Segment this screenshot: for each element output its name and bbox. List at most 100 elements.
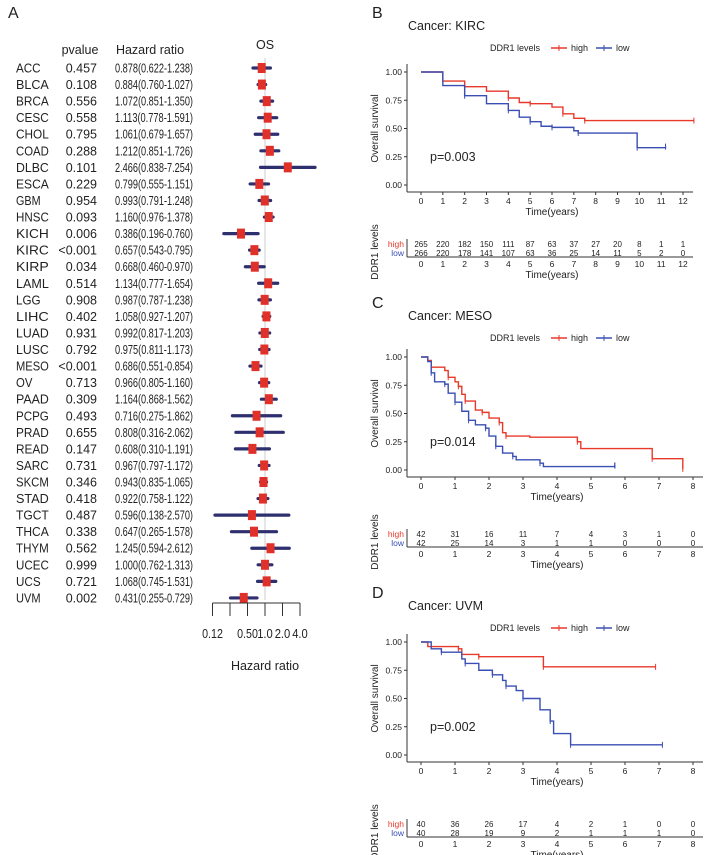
risk-count-high: 1 xyxy=(657,530,662,539)
pvalue-cell: 0.101 xyxy=(66,161,97,175)
forest-row: DLBC 0.101 2.466(0.838-7.254) xyxy=(16,161,317,175)
cancer-label: LUSC xyxy=(16,343,49,357)
hr-cell: 1.134(0.777-1.654) xyxy=(115,277,193,291)
forest-row: LUSC 0.792 0.975(0.811-1.173) xyxy=(16,343,271,357)
risk-count-high: 7 xyxy=(555,530,560,539)
hr-cell: 0.967(0.797-1.172) xyxy=(115,459,193,473)
risk-x-tick-label: 5 xyxy=(589,549,594,559)
forest-row: LIHC 0.402 1.058(0.927-1.207) xyxy=(16,310,272,324)
cancer-label: KICH xyxy=(16,227,49,241)
risk-x-tick-label: 7 xyxy=(657,549,662,559)
hr-point xyxy=(261,559,269,570)
risk-x-tick-label: 11 xyxy=(657,259,666,269)
risk-count-high: 0 xyxy=(691,530,696,539)
forest-row: STAD 0.418 0.922(0.758-1.122) xyxy=(16,492,270,506)
risk-x-tick-label: 6 xyxy=(550,259,555,269)
cancer-label: HNSC xyxy=(16,211,49,225)
hr-cell: 1.072(0.851-1.350) xyxy=(115,95,193,109)
hr-point xyxy=(283,162,292,173)
pvalue-cell: 0.147 xyxy=(66,442,97,456)
risk-count-low: 178 xyxy=(458,249,472,258)
p-value: p=0.003 xyxy=(430,150,476,164)
forest-row: ACC 0.457 0.878(0.622-1.238) xyxy=(16,62,272,76)
risk-count-high: 1 xyxy=(681,240,686,249)
hr-cell: 0.386(0.196-0.760) xyxy=(115,227,193,241)
cancer-label: ACC xyxy=(16,62,41,76)
pvalue-cell: 0.229 xyxy=(66,177,97,191)
x-tick-label: 12 xyxy=(678,196,688,206)
forest-row: PRAD 0.655 0.808(0.316-2.062) xyxy=(16,426,285,440)
risk-x-tick-label: 1 xyxy=(453,839,458,849)
hr-cell: 0.799(0.555-1.151) xyxy=(115,177,193,191)
cancer-label: LAML xyxy=(16,277,49,291)
y-tick-label: 0.25 xyxy=(385,152,402,162)
hr-point xyxy=(260,294,269,305)
risk-count-low: 1 xyxy=(589,829,594,838)
hr-cell: 0.975(0.811-1.173) xyxy=(115,343,193,357)
risk-x-tick-label: 8 xyxy=(691,839,696,849)
forest-row: THYM 0.562 1.245(0.594-2.612) xyxy=(16,542,291,556)
x-tick-label: 0 xyxy=(419,196,424,206)
hr-cell: 0.922(0.758-1.122) xyxy=(115,492,193,506)
cancer-label: BRCA xyxy=(16,95,49,109)
hr-point xyxy=(259,477,268,487)
risk-x-tick-label: 0 xyxy=(419,839,424,849)
y-tick-label: 0.00 xyxy=(385,750,402,760)
pvalue-cell: 0.999 xyxy=(66,558,97,572)
risk-x-tick-label: 5 xyxy=(589,839,594,849)
pvalue-cell: 0.792 xyxy=(66,343,97,357)
hr-cell: 0.987(0.787-1.238) xyxy=(115,293,193,307)
forest-row: KIRP 0.034 0.668(0.460-0.970) xyxy=(16,260,266,274)
forest-x-label: Hazard ratio xyxy=(231,659,299,673)
risk-x-tick-label: 6 xyxy=(623,549,628,559)
legend-label-low: low xyxy=(616,333,630,343)
risk-count-low: 25 xyxy=(451,539,460,548)
hr-point xyxy=(264,212,273,223)
y-tick-label: 1.00 xyxy=(385,67,402,77)
hr-point xyxy=(248,443,257,454)
pvalue-cell: 0.487 xyxy=(66,509,97,523)
risk-count-high: 182 xyxy=(458,240,472,249)
x-tick-label: 6 xyxy=(550,196,555,206)
x-tick-label: 3 xyxy=(484,196,489,206)
pvalue-cell: 0.721 xyxy=(66,575,97,589)
hr-point xyxy=(255,427,264,438)
hr-cell: 0.808(0.316-2.062) xyxy=(115,426,193,440)
risk-group-high: high xyxy=(388,239,404,249)
risk-count-low: 0 xyxy=(681,249,686,258)
risk-count-high: 3 xyxy=(623,530,628,539)
risk-count-low: 25 xyxy=(569,249,578,258)
risk-count-low: 266 xyxy=(414,249,428,258)
risk-count-low: 2 xyxy=(555,829,560,838)
x-tick-label: 3 xyxy=(521,481,526,491)
hr-point xyxy=(262,311,271,322)
pvalue-cell: 0.346 xyxy=(66,476,97,490)
y-axis-label: Overall survival xyxy=(370,94,381,162)
risk-count-low: 42 xyxy=(417,539,426,548)
legend-label-high: high xyxy=(571,333,588,343)
y-tick-label: 0.00 xyxy=(385,180,402,190)
x-tick-label: 1 xyxy=(440,196,445,206)
survival-curve-high xyxy=(421,641,656,668)
pvalue-cell: 0.558 xyxy=(66,111,97,125)
cancer-label: MESO xyxy=(16,360,49,374)
risk-count-low: 2 xyxy=(659,249,664,258)
risk-x-tick-label: 0 xyxy=(419,259,424,269)
forest-title: OS xyxy=(256,38,274,52)
cancer-label: ESCA xyxy=(16,177,49,191)
legend-title: DDR1 levels xyxy=(490,333,541,343)
risk-count-high: 37 xyxy=(569,240,578,249)
forest-row: KICH 0.006 0.386(0.196-0.760) xyxy=(16,227,260,241)
risk-x-tick-label: 2 xyxy=(462,259,467,269)
hr-point xyxy=(262,129,271,140)
p-value: p=0.002 xyxy=(430,720,476,734)
cancer-label: SKCM xyxy=(16,476,49,490)
hr-point xyxy=(265,145,274,156)
x-tick-label: 4 xyxy=(555,481,560,491)
hr-cell: 1.113(0.778-1.591) xyxy=(115,111,193,125)
hr-point xyxy=(257,79,266,90)
risk-count-high: 220 xyxy=(436,240,450,249)
hr-cell: 1.061(0.679-1.657) xyxy=(115,128,193,142)
hr-cell: 0.884(0.760-1.027) xyxy=(115,78,193,92)
hr-cell: 0.993(0.791-1.248) xyxy=(115,194,193,208)
